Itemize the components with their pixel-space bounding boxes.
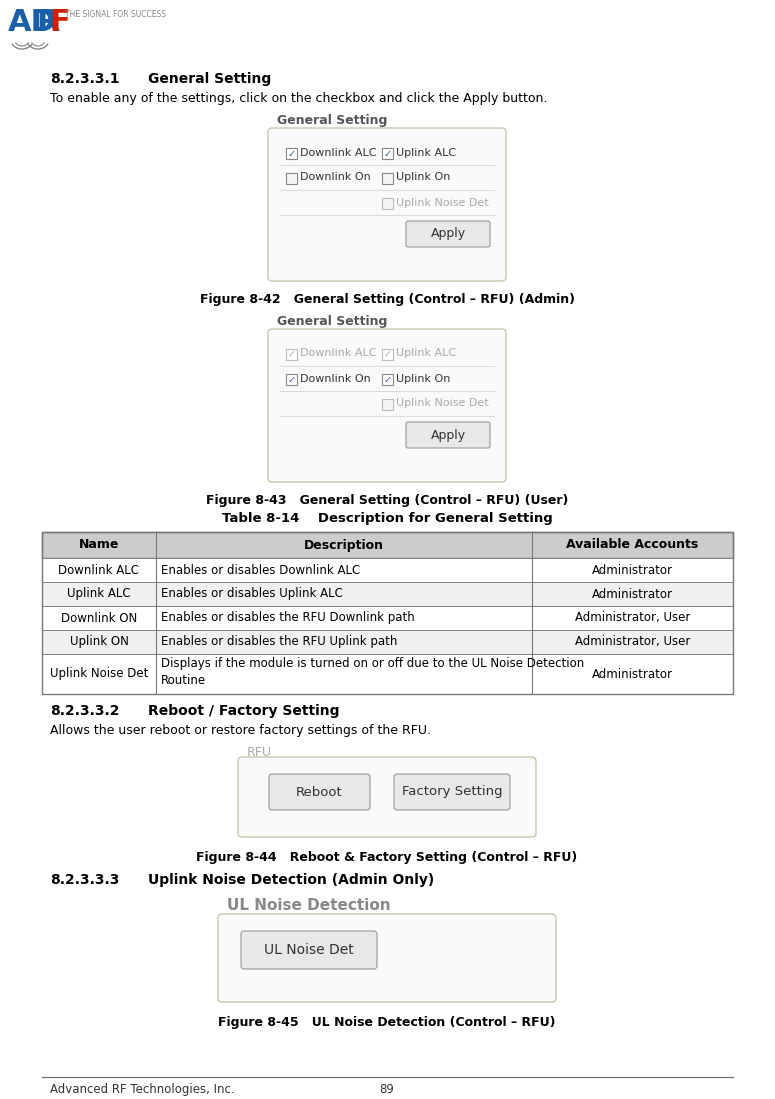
Text: Enables or disables Downlink ALC: Enables or disables Downlink ALC — [161, 564, 360, 577]
FancyBboxPatch shape — [406, 221, 490, 247]
Text: Figure 8-43   General Setting (Control – RFU) (User): Figure 8-43 General Setting (Control – R… — [206, 493, 568, 507]
Text: AD: AD — [8, 8, 57, 37]
Text: Downlink On: Downlink On — [300, 173, 370, 182]
Text: Figure 8-44   Reboot & Factory Setting (Control – RFU): Figure 8-44 Reboot & Factory Setting (Co… — [196, 851, 577, 864]
Text: General Setting: General Setting — [277, 114, 388, 127]
Text: Administrator, User: Administrator, User — [575, 611, 691, 624]
Bar — [382, 374, 393, 385]
Text: Enables or disables Uplink ALC: Enables or disables Uplink ALC — [161, 588, 343, 600]
Text: Table 8-14    Description for General Setting: Table 8-14 Description for General Setti… — [222, 512, 553, 525]
Text: Administrator: Administrator — [592, 564, 673, 577]
Text: Apply: Apply — [430, 227, 466, 241]
Text: Downlink On: Downlink On — [300, 374, 370, 384]
Bar — [42, 558, 733, 582]
Text: Figure 8-42   General Setting (Control – RFU) (Admin): Figure 8-42 General Setting (Control – R… — [199, 293, 574, 306]
Bar — [286, 148, 297, 159]
Text: UL Noise Det: UL Noise Det — [264, 943, 354, 957]
FancyBboxPatch shape — [238, 757, 536, 837]
Text: Downlink ALC: Downlink ALC — [300, 147, 377, 157]
Text: Uplink Noise Detection (Admin Only): Uplink Noise Detection (Admin Only) — [148, 873, 434, 887]
Text: Displays if the module is turned on or off due to the UL Noise Detection: Displays if the module is turned on or o… — [161, 657, 584, 670]
Text: Reboot: Reboot — [296, 786, 343, 799]
Text: Advanced RF Technologies, Inc.: Advanced RF Technologies, Inc. — [50, 1083, 235, 1096]
Text: THE SIGNAL FOR SUCCESS: THE SIGNAL FOR SUCCESS — [65, 10, 166, 19]
Text: ✓: ✓ — [384, 148, 391, 158]
Text: ✓: ✓ — [384, 375, 391, 385]
Text: Downlink ALC: Downlink ALC — [58, 564, 140, 577]
Text: UL Noise Detection: UL Noise Detection — [227, 898, 391, 913]
Text: 8.2.3.3.3: 8.2.3.3.3 — [50, 873, 119, 887]
Text: General Setting: General Setting — [148, 73, 271, 86]
Text: 8.2.3.3.2: 8.2.3.3.2 — [50, 704, 119, 718]
Text: Available Accounts: Available Accounts — [567, 539, 698, 552]
Text: Uplink ALC: Uplink ALC — [67, 588, 131, 600]
Text: Figure 8-45   UL Noise Detection (Control – RFU): Figure 8-45 UL Noise Detection (Control … — [219, 1015, 556, 1029]
Text: Description: Description — [304, 539, 384, 552]
Text: 8.2.3.3.1: 8.2.3.3.1 — [50, 73, 119, 86]
Text: ✓: ✓ — [288, 375, 295, 385]
Bar — [382, 399, 393, 410]
Bar — [286, 374, 297, 385]
Text: Name: Name — [79, 539, 119, 552]
Text: Uplink Noise Det: Uplink Noise Det — [50, 667, 148, 680]
Bar — [382, 198, 393, 209]
Text: R: R — [36, 8, 60, 37]
Bar — [42, 630, 733, 654]
Bar — [42, 582, 733, 606]
Text: Uplink Noise Det: Uplink Noise Det — [396, 399, 488, 409]
FancyBboxPatch shape — [268, 127, 506, 281]
Text: Routine: Routine — [161, 674, 206, 687]
Text: To enable any of the settings, click on the checkbox and click the Apply button.: To enable any of the settings, click on … — [50, 92, 547, 106]
Bar — [382, 148, 393, 159]
Text: Uplink On: Uplink On — [396, 173, 450, 182]
Text: F: F — [49, 8, 70, 37]
Bar — [42, 532, 733, 693]
Bar — [286, 173, 297, 184]
FancyBboxPatch shape — [406, 422, 490, 448]
FancyBboxPatch shape — [218, 914, 556, 1002]
FancyBboxPatch shape — [241, 931, 377, 969]
Bar — [42, 606, 733, 630]
Text: RFU: RFU — [247, 746, 272, 759]
Bar — [382, 173, 393, 184]
FancyBboxPatch shape — [394, 774, 510, 810]
Text: ✓: ✓ — [288, 349, 295, 359]
Bar — [42, 532, 733, 558]
Text: Administrator: Administrator — [592, 667, 673, 680]
Bar — [42, 654, 733, 693]
Text: Uplink ALC: Uplink ALC — [396, 147, 456, 157]
Text: Uplink ON: Uplink ON — [70, 635, 129, 648]
FancyBboxPatch shape — [269, 774, 370, 810]
Text: Apply: Apply — [430, 429, 466, 442]
Text: Uplink ALC: Uplink ALC — [396, 348, 456, 358]
Text: Downlink ALC: Downlink ALC — [300, 348, 377, 358]
Text: Uplink On: Uplink On — [396, 374, 450, 384]
FancyBboxPatch shape — [268, 329, 506, 482]
Text: Enables or disables the RFU Downlink path: Enables or disables the RFU Downlink pat… — [161, 611, 415, 624]
Text: 89: 89 — [380, 1083, 394, 1096]
Bar — [382, 349, 393, 360]
Text: General Setting: General Setting — [277, 315, 388, 328]
Text: Uplink Noise Det: Uplink Noise Det — [396, 198, 488, 208]
Text: Factory Setting: Factory Setting — [401, 786, 502, 799]
Text: Administrator, User: Administrator, User — [575, 635, 691, 648]
Text: Enables or disables the RFU Uplink path: Enables or disables the RFU Uplink path — [161, 635, 398, 648]
Text: Reboot / Factory Setting: Reboot / Factory Setting — [148, 704, 339, 718]
Text: ✓: ✓ — [288, 148, 295, 158]
Text: Downlink ON: Downlink ON — [61, 611, 137, 624]
Bar — [286, 349, 297, 360]
Text: Administrator: Administrator — [592, 588, 673, 600]
Text: ✓: ✓ — [384, 349, 391, 359]
Text: Allows the user reboot or restore factory settings of the RFU.: Allows the user reboot or restore factor… — [50, 724, 431, 737]
